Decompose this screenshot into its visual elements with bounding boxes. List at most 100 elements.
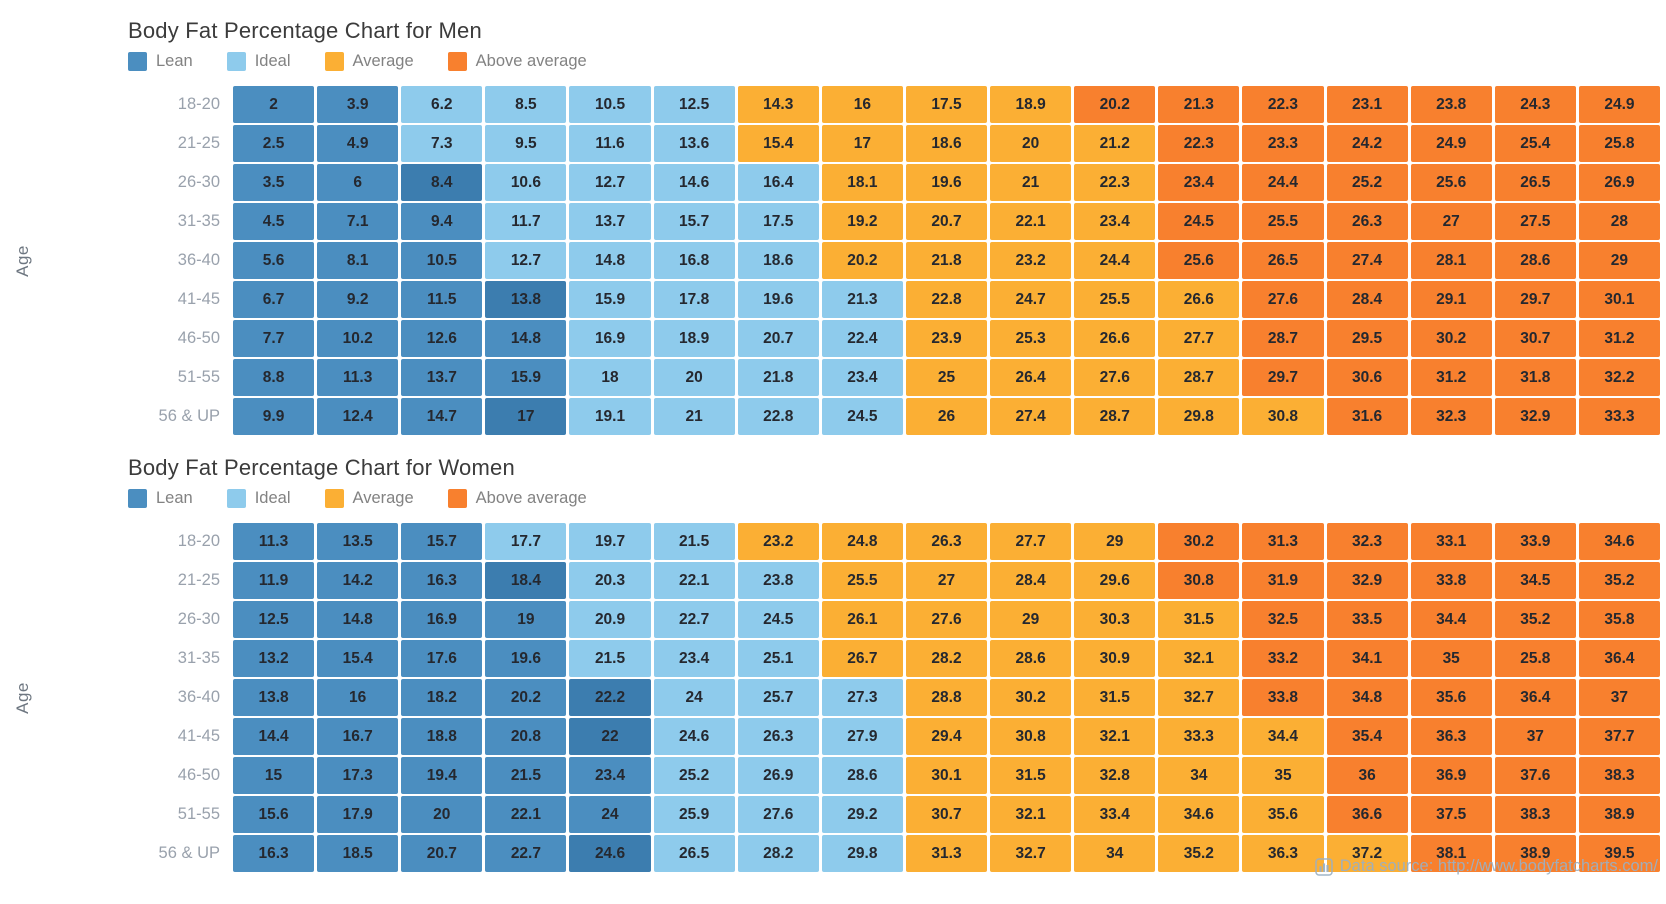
table-cell[interactable]: 24.4	[1242, 164, 1324, 201]
table-cell[interactable]: 23.8	[737, 562, 819, 599]
table-cell[interactable]: 33.4	[1074, 796, 1156, 833]
table-cell[interactable]: 7.1	[317, 203, 399, 240]
table-cell[interactable]: 31.9	[1242, 562, 1324, 599]
table-cell[interactable]: 16.3	[401, 562, 483, 599]
table-cell[interactable]: 22.1	[990, 203, 1072, 240]
table-cell[interactable]: 21.8	[905, 242, 988, 279]
table-cell[interactable]: 34	[1074, 835, 1156, 872]
table-cell[interactable]: 22.3	[1074, 164, 1156, 201]
table-cell[interactable]: 35.2	[1494, 601, 1576, 638]
table-cell[interactable]: 18.9	[653, 320, 735, 357]
table-cell[interactable]: 9.9	[233, 398, 315, 435]
table-cell[interactable]: 29.6	[1074, 562, 1156, 599]
table-cell[interactable]: 37.7	[1578, 718, 1660, 755]
table-cell[interactable]: 15.4	[737, 125, 819, 162]
table-cell[interactable]: 17.8	[653, 281, 735, 318]
table-cell[interactable]: 9.5	[485, 125, 567, 162]
table-cell[interactable]: 35.6	[1242, 796, 1324, 833]
table-cell[interactable]: 25.2	[653, 757, 735, 794]
table-cell[interactable]: 21.3	[1158, 86, 1240, 123]
table-cell[interactable]: 32.1	[1074, 718, 1156, 755]
table-cell[interactable]: 25.6	[1158, 242, 1240, 279]
table-cell[interactable]: 22	[569, 718, 651, 755]
table-cell[interactable]: 29	[1074, 523, 1156, 560]
table-cell[interactable]: 22.8	[737, 398, 819, 435]
table-cell[interactable]: 20.7	[737, 320, 819, 357]
table-cell[interactable]: 12.7	[485, 242, 567, 279]
table-cell[interactable]: 30.8	[1242, 398, 1324, 435]
table-cell[interactable]: 27.7	[990, 523, 1072, 560]
table-cell[interactable]: 36	[1326, 757, 1408, 794]
table-cell[interactable]: 31.3	[905, 835, 988, 872]
table-cell[interactable]: 31.3	[1242, 523, 1324, 560]
table-cell[interactable]: 30.8	[990, 718, 1072, 755]
table-cell[interactable]: 22.4	[821, 320, 903, 357]
table-cell[interactable]: 21.5	[569, 640, 651, 677]
table-cell[interactable]: 30.7	[905, 796, 988, 833]
table-cell[interactable]: 18.5	[317, 835, 399, 872]
table-cell[interactable]: 11.3	[233, 523, 315, 560]
table-cell[interactable]: 3.9	[317, 86, 399, 123]
table-cell[interactable]: 7.7	[233, 320, 315, 357]
table-cell[interactable]: 2.5	[233, 125, 315, 162]
table-cell[interactable]: 37.5	[1410, 796, 1492, 833]
table-cell[interactable]: 13.5	[317, 523, 399, 560]
table-cell[interactable]: 32.8	[1074, 757, 1156, 794]
table-cell[interactable]: 9.2	[317, 281, 399, 318]
table-cell[interactable]: 16.7	[317, 718, 399, 755]
table-cell[interactable]: 27.6	[905, 601, 988, 638]
table-cell[interactable]: 21.5	[653, 523, 735, 560]
table-cell[interactable]: 23.2	[990, 242, 1072, 279]
table-cell[interactable]: 18.6	[905, 125, 988, 162]
table-cell[interactable]: 24.5	[821, 398, 903, 435]
table-cell[interactable]: 27.4	[1326, 242, 1408, 279]
table-cell[interactable]: 32.9	[1326, 562, 1408, 599]
table-cell[interactable]: 30.3	[1074, 601, 1156, 638]
table-cell[interactable]: 36.3	[1242, 835, 1324, 872]
table-cell[interactable]: 27.6	[737, 796, 819, 833]
table-cell[interactable]: 37	[1494, 718, 1576, 755]
table-cell[interactable]: 24.5	[737, 601, 819, 638]
table-cell[interactable]: 10.5	[569, 86, 651, 123]
table-cell[interactable]: 4.9	[317, 125, 399, 162]
table-cell[interactable]: 33.8	[1242, 679, 1324, 716]
table-cell[interactable]: 32.7	[990, 835, 1072, 872]
table-cell[interactable]: 18.4	[485, 562, 567, 599]
legend-item-average[interactable]: Average	[324, 52, 414, 71]
table-cell[interactable]: 16.3	[233, 835, 315, 872]
table-cell[interactable]: 26.1	[821, 601, 903, 638]
table-cell[interactable]: 28.8	[905, 679, 988, 716]
table-cell[interactable]: 28.4	[1326, 281, 1408, 318]
table-cell[interactable]: 5.6	[233, 242, 315, 279]
table-cell[interactable]: 18.8	[401, 718, 483, 755]
table-cell[interactable]: 30.2	[1158, 523, 1240, 560]
table-cell[interactable]: 23.1	[1326, 86, 1408, 123]
table-cell[interactable]: 38.3	[1578, 757, 1660, 794]
table-cell[interactable]: 38.3	[1494, 796, 1576, 833]
legend-item-above-average[interactable]: Above average	[447, 52, 587, 71]
table-cell[interactable]: 29	[1578, 242, 1660, 279]
table-cell[interactable]: 23.4	[569, 757, 651, 794]
table-cell[interactable]: 27.3	[821, 679, 903, 716]
table-cell[interactable]: 32.3	[1326, 523, 1408, 560]
table-cell[interactable]: 26.6	[1158, 281, 1240, 318]
table-cell[interactable]: 34.5	[1494, 562, 1576, 599]
table-cell[interactable]: 36.4	[1494, 679, 1576, 716]
table-cell[interactable]: 35	[1242, 757, 1324, 794]
table-cell[interactable]: 32.1	[1158, 640, 1240, 677]
table-cell[interactable]: 29.7	[1494, 281, 1576, 318]
table-cell[interactable]: 26.9	[1578, 164, 1660, 201]
table-cell[interactable]: 18.1	[821, 164, 903, 201]
table-cell[interactable]: 15.9	[485, 359, 567, 396]
table-cell[interactable]: 37.2	[1326, 835, 1408, 872]
table-cell[interactable]: 25.4	[1494, 125, 1576, 162]
table-cell[interactable]: 17.7	[485, 523, 567, 560]
table-cell[interactable]: 36.9	[1410, 757, 1492, 794]
table-cell[interactable]: 26.5	[1494, 164, 1576, 201]
table-cell[interactable]: 24.6	[653, 718, 735, 755]
table-cell[interactable]: 21.8	[737, 359, 819, 396]
table-cell[interactable]: 15.7	[401, 523, 483, 560]
table-cell[interactable]: 33.3	[1158, 718, 1240, 755]
table-cell[interactable]: 19.1	[569, 398, 651, 435]
table-cell[interactable]: 34.1	[1326, 640, 1408, 677]
